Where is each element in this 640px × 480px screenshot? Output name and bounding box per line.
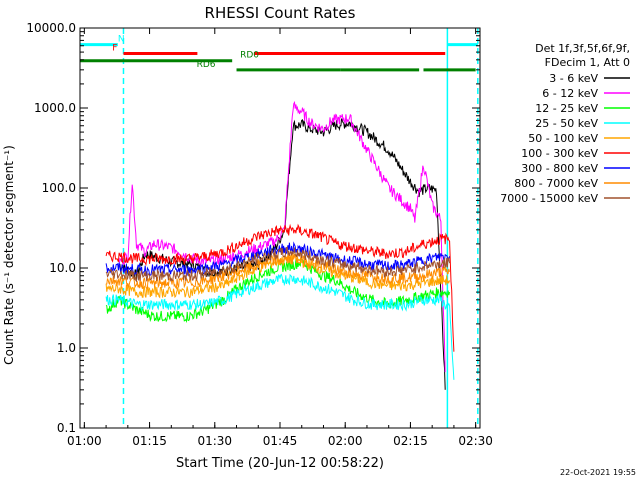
x-tick-label-1: 01:15 bbox=[132, 434, 167, 448]
marker-lines bbox=[122, 28, 479, 428]
flag-bars: NF RD0 RD6 bbox=[80, 35, 478, 72]
legend-label-7: 800 - 7000 keV bbox=[514, 177, 598, 190]
x-tick-label-5: 02:15 bbox=[393, 434, 428, 448]
legend-header-0: Det 1f,3f,5f,6f,9f, bbox=[535, 42, 630, 55]
chart-title: RHESSI Count Rates bbox=[205, 4, 356, 22]
x-tick-label-6: 02:30 bbox=[458, 434, 493, 448]
legend-label-5: 100 - 300 keV bbox=[521, 147, 598, 160]
y-tick-label-4: 1000.0 bbox=[34, 101, 76, 115]
x-tick-label-3: 01:45 bbox=[263, 434, 298, 448]
y-tick-label-3: 100.0 bbox=[42, 181, 76, 195]
x-axis-label: Start Time (20-Jun-12 00:58:22) bbox=[176, 456, 384, 471]
legend: Det 1f,3f,5f,6f,9f,FDecim 1, Att 0 3 - 6 … bbox=[500, 42, 630, 205]
y-tick-label-1: 1.0 bbox=[57, 341, 76, 355]
series-line-8 bbox=[105, 246, 451, 283]
data-series bbox=[105, 100, 455, 390]
y-tick-label-2: 10.0 bbox=[49, 261, 76, 275]
legend-label-2: 12 - 25 keV bbox=[535, 102, 598, 115]
timestamp: 22-Oct-2021 19:55 bbox=[560, 468, 636, 477]
series-line-5 bbox=[105, 223, 455, 352]
legend-label-8: 7000 - 15000 keV bbox=[500, 192, 598, 205]
flag-label-rd0: RD0 bbox=[240, 51, 259, 61]
x-tick-label-2: 01:30 bbox=[197, 434, 232, 448]
flag-label-f: F bbox=[112, 44, 117, 54]
y-tick-label-0: 0.1 bbox=[57, 421, 76, 435]
series-line-0 bbox=[118, 118, 446, 390]
legend-header-1: FDecim 1, Att 0 bbox=[545, 56, 630, 69]
x-tick-label-4: 02:00 bbox=[328, 434, 363, 448]
series-line-3 bbox=[105, 273, 455, 380]
legend-label-4: 50 - 100 keV bbox=[528, 132, 598, 145]
legend-label-6: 300 - 800 keV bbox=[521, 162, 598, 175]
plot-frame bbox=[79, 27, 481, 429]
series-line-6 bbox=[105, 241, 451, 277]
y-axis-label: Count Rate (s⁻¹ detector segment⁻¹) bbox=[2, 145, 16, 365]
x-axis: 01:00 01:15 01:30 01:45 02:00 02:15 02:30 bbox=[67, 28, 493, 448]
legend-label-3: 25 - 50 keV bbox=[535, 117, 598, 130]
flag-label-rd6: RD6 bbox=[197, 60, 216, 70]
legend-label-0: 3 - 6 keV bbox=[549, 72, 598, 85]
legend-label-1: 6 - 12 keV bbox=[542, 87, 598, 100]
y-axis: 0.1 1.0 10.0 100.0 1000.0 10000.0 bbox=[26, 21, 480, 435]
flag-label-n: N bbox=[118, 35, 125, 45]
y-tick-label-5: 10000.0 bbox=[26, 21, 76, 35]
x-tick-label-0: 01:00 bbox=[67, 434, 102, 448]
